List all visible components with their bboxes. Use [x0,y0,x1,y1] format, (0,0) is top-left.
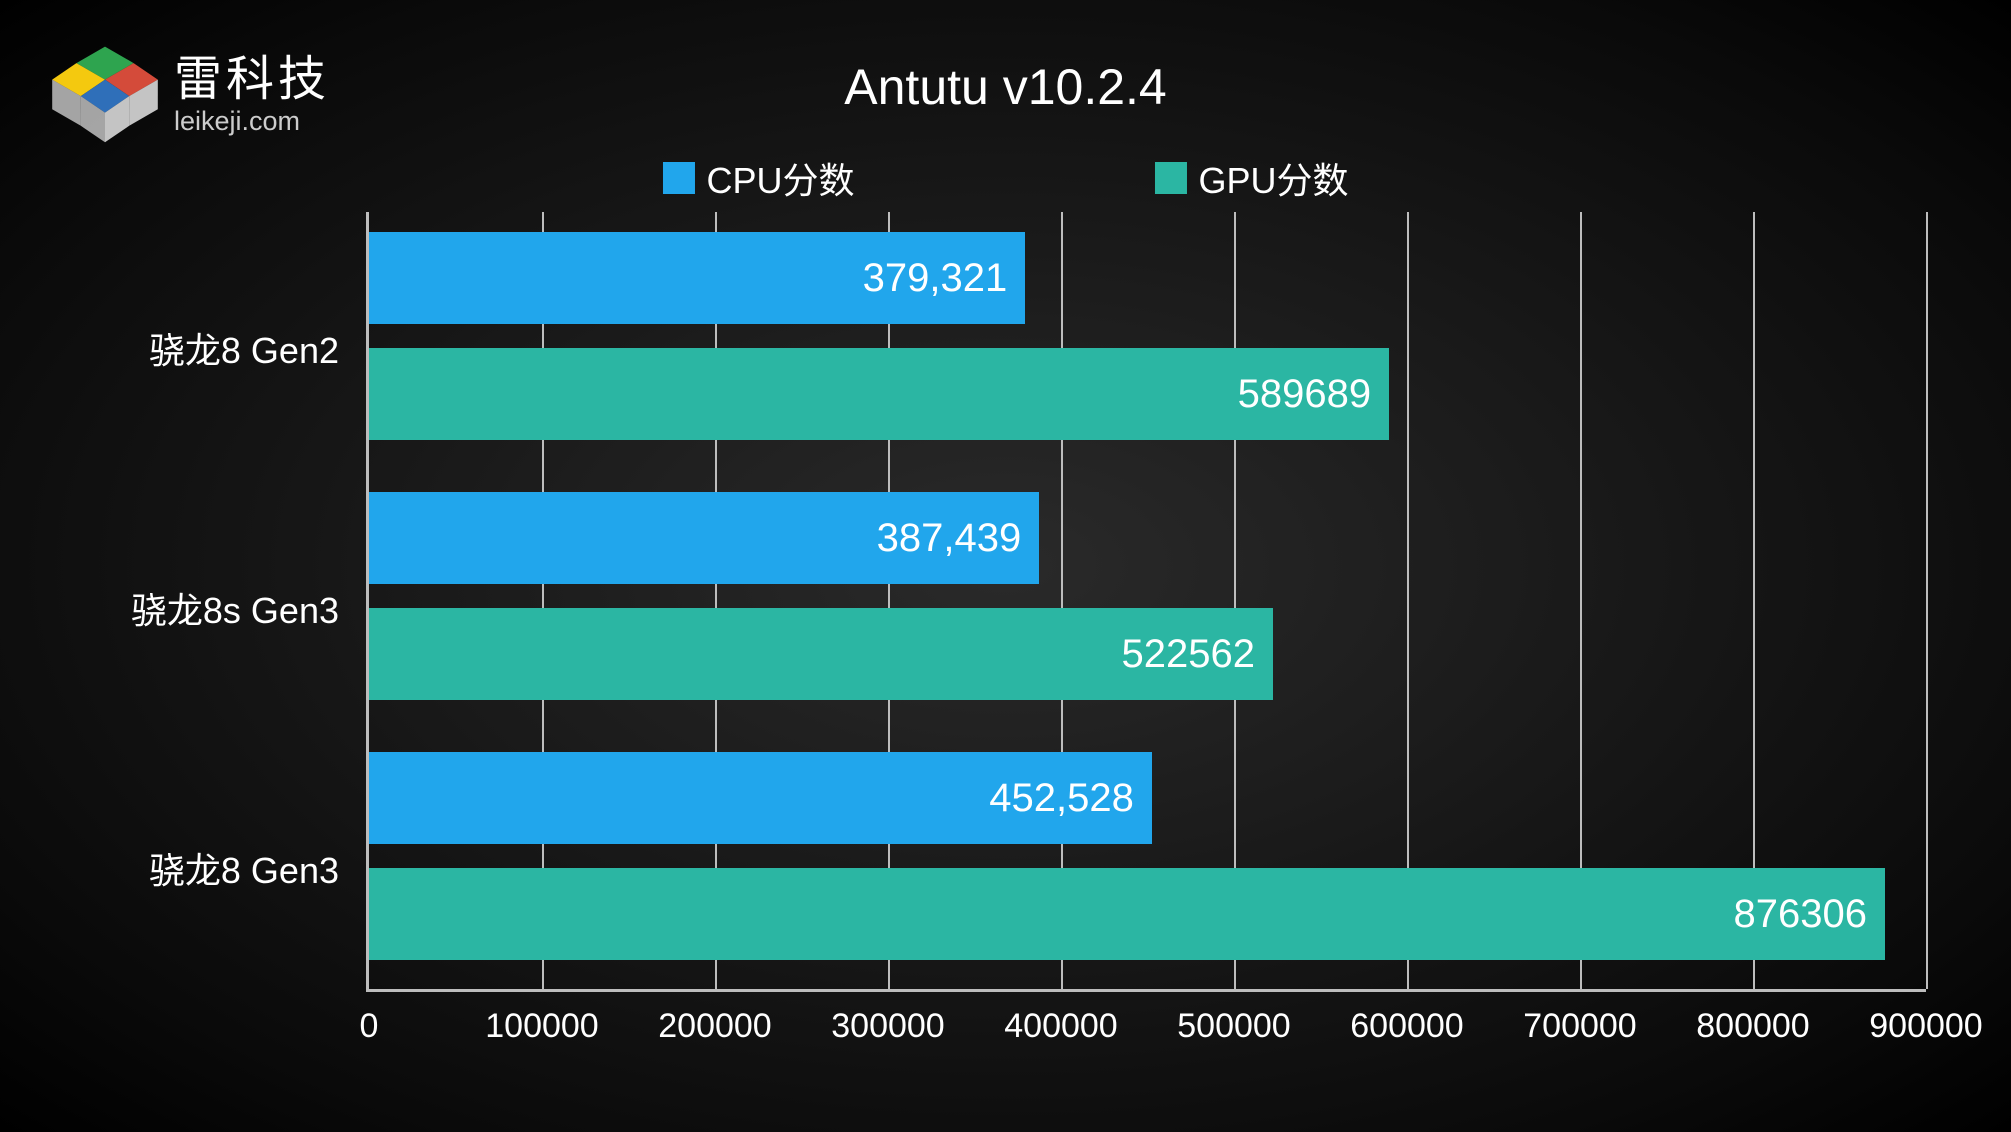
bar-cpu: 452,528 [369,752,1152,844]
x-tick-label: 900000 [1869,1007,1982,1046]
x-tick-label: 100000 [485,1007,598,1046]
category-group: 骁龙8 Gen2379,321589689 [369,232,1926,440]
grid-line [1926,212,1928,989]
category-label: 骁龙8 Gen3 [149,842,339,894]
category-label: 骁龙8 Gen2 [149,322,339,374]
plot-area: 0100000200000300000400000500000600000700… [366,212,1926,992]
legend-label-gpu: GPU分数 [1199,152,1349,204]
chart-title: Antutu v10.2.4 [844,58,1166,116]
x-tick-label: 500000 [1177,1007,1290,1046]
category-group: 骁龙8s Gen3387,439522562 [369,492,1926,700]
legend-swatch-cpu [662,162,694,194]
bar-gpu: 522562 [369,608,1273,700]
benchmark-chart: 0100000200000300000400000500000600000700… [366,212,1926,992]
x-tick-label: 200000 [658,1007,771,1046]
chart-legend: CPU分数 GPU分数 [662,152,1348,204]
legend-item-gpu: GPU分数 [1155,152,1349,204]
logo-name-en: leikeji.com [174,107,330,137]
category-label: 骁龙8s Gen3 [131,582,339,634]
legend-label-cpu: CPU分数 [706,152,854,204]
logo-name-cn: 雷科技 [174,54,330,107]
bar-cpu: 379,321 [369,232,1025,324]
x-tick-label: 700000 [1523,1007,1636,1046]
bar-gpu: 589689 [369,348,1389,440]
x-tick-label: 0 [360,1007,379,1046]
x-tick-label: 600000 [1350,1007,1463,1046]
category-group: 骁龙8 Gen3452,528876306 [369,752,1926,960]
legend-item-cpu: CPU分数 [662,152,854,204]
logo-text: 雷科技 leikeji.com [174,54,330,136]
brand-logo: 雷科技 leikeji.com [50,40,330,150]
legend-swatch-gpu [1155,162,1187,194]
x-tick-label: 300000 [831,1007,944,1046]
bar-cpu: 387,439 [369,492,1039,584]
bar-gpu: 876306 [369,868,1885,960]
logo-cube-icon [50,40,160,150]
x-tick-label: 800000 [1696,1007,1809,1046]
x-tick-label: 400000 [1004,1007,1117,1046]
